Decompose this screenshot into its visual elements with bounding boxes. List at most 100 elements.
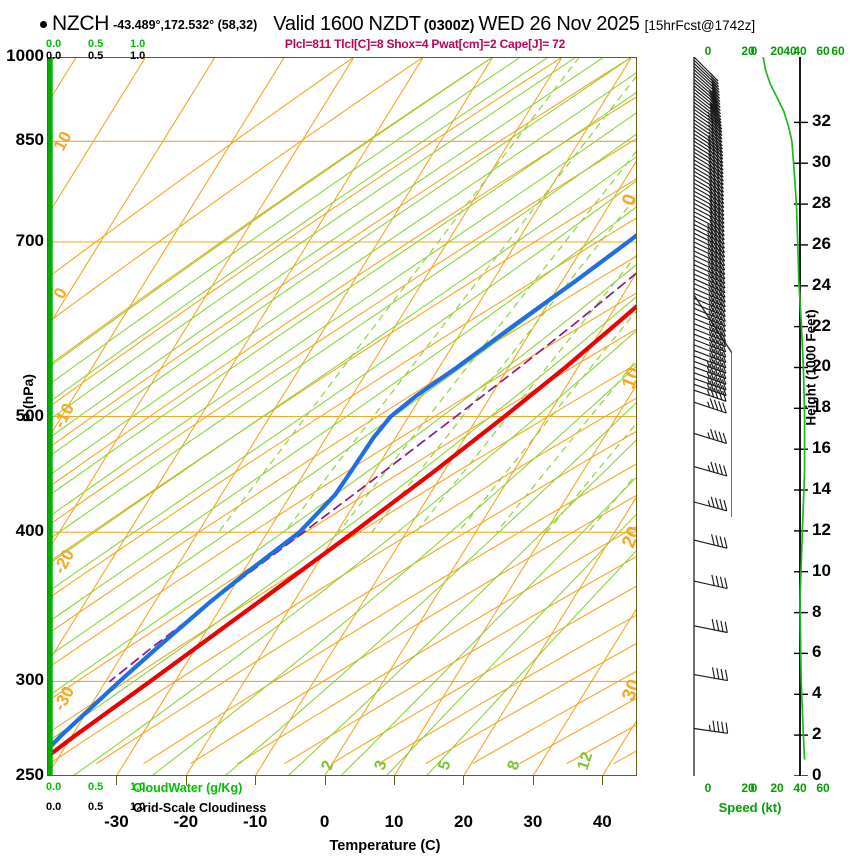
speed-profile-panel bbox=[732, 57, 850, 776]
cloudiness-bottom-tick-2: 1.0 bbox=[130, 801, 146, 813]
moist-adiabat--16 bbox=[47, 71, 637, 478]
parcel-trace bbox=[108, 271, 637, 683]
wind-barb-640 bbox=[693, 286, 726, 303]
pressure-tick-850: 850 bbox=[15, 130, 44, 150]
wind-barb-532 bbox=[693, 380, 727, 397]
dry-adiabat-20 bbox=[47, 217, 637, 600]
moist-adiabat-8 bbox=[47, 205, 637, 624]
wind-barb-526 bbox=[693, 386, 727, 402]
wind-barb-514 bbox=[693, 398, 727, 414]
valid-time: Valid 1600 NZDT bbox=[273, 13, 421, 35]
wind-barb-334 bbox=[693, 618, 728, 634]
dry-adiabat--20 bbox=[47, 57, 632, 450]
speed-top-tick-0: 0 bbox=[750, 44, 758, 58]
wind-barb-1000 bbox=[693, 57, 719, 82]
dry-adiabat--30 bbox=[47, 57, 563, 410]
mixing-ratio-label-12: 12 bbox=[575, 750, 597, 772]
cloudiness-top-tick-1: 0.5 bbox=[88, 50, 104, 62]
wind-barb-424 bbox=[693, 496, 728, 512]
cloudwater-top-tick-2: 1.0 bbox=[130, 38, 146, 50]
wind-barb-736 bbox=[693, 215, 725, 233]
moist-adiabat--40 bbox=[47, 57, 494, 370]
wind-barb-964 bbox=[693, 75, 721, 99]
height-axis-title: Height (1000 Feet) bbox=[803, 309, 819, 426]
wind-scale-top-0: 0 bbox=[704, 44, 712, 58]
isotherm-30 bbox=[532, 607, 637, 776]
isotherm--10 bbox=[254, 159, 637, 776]
temperature-tick-10: 10 bbox=[384, 812, 404, 831]
wind-barb-994 bbox=[693, 59, 719, 85]
speed-top-tick-20: 20 bbox=[770, 44, 784, 58]
wind-barb-538 bbox=[693, 374, 727, 391]
wind-barb-988 bbox=[693, 62, 720, 88]
moist-adiabat-4 bbox=[47, 179, 637, 594]
moist-adiabat--20 bbox=[47, 57, 632, 459]
height-tick-28: 28 bbox=[812, 193, 831, 213]
station-coordinates: -43.489°,172.532° (58,32) bbox=[113, 18, 258, 32]
dry-adiabat-110 bbox=[237, 525, 637, 765]
dry-adiabat-80 bbox=[96, 430, 637, 765]
height-tick-0: 0 bbox=[812, 765, 822, 784]
temperature-trace bbox=[47, 303, 637, 760]
wind-scale-bottom-0: 0 bbox=[704, 781, 712, 795]
wind-barb-676 bbox=[693, 258, 726, 276]
moist-adiabat-32 bbox=[224, 401, 637, 776]
moist-adiabat-0 bbox=[47, 155, 637, 567]
temperature-tick--20: -20 bbox=[173, 812, 199, 831]
cloudiness-bottom-tick-0: 0.0 bbox=[46, 801, 62, 813]
moist-adiabat--36 bbox=[47, 57, 521, 387]
temperature-tickmark--10 bbox=[255, 776, 257, 785]
forecast-stamp: [15hrFcst@1742z] bbox=[644, 18, 756, 33]
cloudwater-bottom-tick-1: 0.5 bbox=[88, 781, 104, 793]
wind-barb-634 bbox=[693, 291, 726, 308]
wind-scale-bottom-20: 20 bbox=[741, 781, 755, 795]
dry-adiabat-40 bbox=[47, 292, 637, 670]
temperature-tickmark--30 bbox=[116, 776, 118, 785]
wind-barb-454 bbox=[693, 461, 728, 477]
wind-speed-curve bbox=[762, 57, 806, 760]
wind-barb-544 bbox=[693, 369, 727, 385]
wind-barb-274 bbox=[693, 720, 729, 734]
height-tick-2: 2 bbox=[812, 724, 822, 744]
isotherm--20 bbox=[185, 57, 633, 776]
wind-scale-top-40: 40 bbox=[783, 44, 797, 58]
height-tick-24: 24 bbox=[812, 274, 831, 294]
temperature-line bbox=[47, 303, 637, 760]
dry-adiabat-70 bbox=[49, 397, 637, 765]
speed-bottom-tick-20: 20 bbox=[770, 781, 784, 795]
stability-indices: Plcl=811 Tlcl[C]=8 Shox=4 Pwat[cm]=2 Cap… bbox=[284, 37, 566, 51]
cloudwater-bottom-tick-0: 0.0 bbox=[46, 781, 62, 793]
wind-scale-top-20: 20 bbox=[741, 44, 755, 58]
temperature-tick-30: 30 bbox=[523, 812, 543, 831]
wind-scale-top-60: 60 bbox=[831, 44, 845, 58]
mixing-ratio-0.4 bbox=[218, 57, 580, 533]
wind-barb-658 bbox=[693, 272, 726, 289]
isotherm--90 bbox=[47, 57, 147, 218]
dry-adiabat--60 bbox=[47, 57, 355, 279]
wind-barb-946 bbox=[693, 85, 721, 108]
temperature-tick-20: 20 bbox=[454, 812, 473, 831]
speed-top-tick-60: 60 bbox=[816, 44, 830, 58]
cloudwater-scale-title: CloudWater (g/Kg) bbox=[133, 781, 243, 795]
moist-adiabat--32 bbox=[47, 57, 549, 405]
moist-adiabat--24 bbox=[47, 57, 605, 441]
dry-adiabat-100 bbox=[190, 494, 637, 765]
temperature-tickmark-40 bbox=[602, 776, 604, 785]
wind-barb-panel bbox=[637, 57, 732, 776]
temperature-tickmark--20 bbox=[185, 776, 187, 785]
moist-adiabat-28 bbox=[151, 364, 637, 776]
wind-barb-970 bbox=[693, 72, 720, 96]
moist-adiabat-44 bbox=[385, 512, 637, 776]
dry-adiabat--50 bbox=[47, 57, 424, 324]
header: NZCH -43.489°,172.532° (58,32) Valid 1600 … bbox=[0, 12, 850, 38]
dry-adiabat-0 bbox=[47, 137, 637, 528]
cloudwater-top-tick-0: 0.0 bbox=[46, 38, 62, 50]
speed-bottom-tick-40: 40 bbox=[793, 781, 807, 795]
height-tick-14: 14 bbox=[812, 479, 831, 499]
moist-adiabat--4 bbox=[47, 133, 637, 542]
pressure-tick-500: 500 bbox=[15, 405, 44, 425]
wind-barb-568 bbox=[693, 347, 727, 363]
wind-barb-664 bbox=[693, 267, 726, 285]
mixing-ratio-3 bbox=[371, 194, 637, 533]
